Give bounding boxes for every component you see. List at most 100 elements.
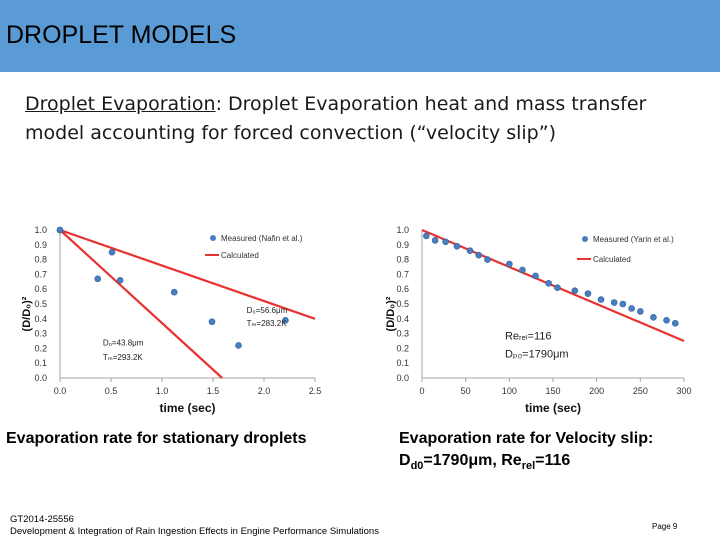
x-tick-label: 150 [545, 386, 560, 396]
measured-point [453, 242, 461, 250]
legend-label-measured: Measured (Yarin et al.) [593, 235, 674, 244]
y-tick-label: 0.6 [396, 284, 409, 294]
y-tick-label: 0.4 [34, 314, 47, 324]
y-tick-label: 0.1 [396, 358, 409, 368]
legend-marker-measured [210, 235, 216, 241]
velocity-slip-chart: 0.0 0.1 0.2 0.3 0.4 0.5 0.6 0.7 0.8 0.9 1.0 0 50 100 1… [385, 225, 692, 415]
y-tick-label: 0.2 [396, 343, 409, 353]
y-tick-label: 0.8 [396, 255, 409, 265]
x-tick-label: 300 [676, 386, 691, 396]
caption-velocity-slip-line1: Evaporation rate for Velocity slip: [399, 430, 654, 447]
x-tick-label: 50 [461, 386, 471, 396]
chart-annotation: Tₘ=293.2K [103, 353, 144, 362]
legend-label-calculated: Calculated [593, 255, 631, 264]
y-axis-label: (D/D₀)² [21, 296, 33, 331]
calculated-line [59, 228, 316, 320]
x-axis-label: time (sec) [525, 401, 581, 415]
chart-annotation: Tₘ=283.2K [247, 319, 288, 328]
measured-point [650, 314, 657, 321]
measured-point [235, 342, 242, 349]
y-tick-label: 0.2 [34, 343, 47, 353]
footer-code: GT2014-25556 [10, 514, 74, 525]
measured-point [431, 237, 439, 244]
calculated-line [421, 228, 685, 343]
measured-point [671, 319, 679, 327]
x-tick-label: 2.5 [309, 386, 322, 396]
caption-dd0-sub: d0 [410, 460, 424, 473]
footer: GT2014-25556 Development & Integration o… [10, 514, 379, 538]
y-tick-label: 0.7 [34, 269, 47, 279]
x-tick-label: 1.0 [156, 386, 169, 396]
measured-point [108, 248, 116, 256]
measured-point [597, 296, 605, 303]
x-tick-label: 2.0 [258, 386, 271, 396]
caption-stationary-text: Evaporation rate for stationary droplets [6, 430, 307, 447]
measured-point [619, 300, 627, 308]
measured-point [637, 308, 644, 315]
caption-dd0: D [399, 452, 411, 469]
legend-label-calculated: Calculated [221, 251, 259, 260]
y-tick-label: 0.7 [396, 269, 409, 279]
calculated-line [59, 229, 223, 379]
intro-label: Droplet Evaporation [25, 93, 216, 115]
title-bar: DROPLET MODELS [0, 0, 720, 72]
y-tick-label: 1.0 [34, 225, 47, 235]
caption-mid: =1790μm, Re [423, 452, 522, 469]
y-tick-label: 0.4 [396, 314, 409, 324]
chart-annotation: D₀=56.6μm [247, 306, 288, 315]
measured-point [484, 256, 491, 263]
chart-annotation: Dₚ₀=1790μm [505, 348, 569, 360]
y-tick-label: 0.1 [34, 358, 47, 368]
measured-point [610, 299, 618, 306]
y-tick-label: 0.9 [34, 240, 47, 250]
measured-point [208, 318, 216, 326]
measured-point [475, 251, 483, 259]
y-tick-label: 0.5 [34, 299, 47, 309]
caption-stationary: Evaporation rate for stationary droplets [6, 428, 307, 450]
stationary-droplet-chart: 0.0 0.1 0.2 0.3 0.4 0.5 0.6 0.7 0.8 0.9 1.0 0.0 0.5 1… [21, 225, 322, 415]
page-number: Page 9 [652, 522, 678, 531]
y-tick-label: 0.0 [396, 373, 409, 383]
measured-point [442, 238, 449, 246]
footer-title: Development & Integration of Rain Ingest… [10, 526, 379, 537]
chart-annotation: Reᵣₑₗ=116 [505, 331, 552, 343]
x-tick-label: 0.0 [54, 386, 67, 396]
y-tick-label: 0.3 [396, 329, 409, 339]
measured-point [532, 272, 539, 280]
caption-end: =116 [535, 452, 571, 469]
measured-point [170, 288, 178, 296]
measured-point [94, 275, 102, 283]
x-tick-label: 0.5 [105, 386, 118, 396]
measured-point [116, 277, 124, 284]
measured-point [423, 232, 430, 240]
y-tick-label: 0.9 [396, 240, 409, 250]
y-tick-label: 0.8 [34, 255, 47, 265]
legend-marker-measured [582, 236, 588, 242]
x-axis-label: time (sec) [159, 401, 215, 415]
measured-point [554, 284, 561, 292]
caption-rel-sub: rel [521, 460, 536, 473]
y-tick-label: 1.0 [396, 225, 409, 235]
caption-velocity-slip-line2: Dd0=1790μm, Rerel=116 [399, 450, 653, 477]
measured-point [628, 305, 635, 312]
measured-point [545, 279, 552, 287]
page-title: DROPLET MODELS [6, 21, 237, 49]
intro-paragraph: Droplet Evaporation: Droplet Evaporation… [25, 90, 705, 148]
y-tick-label: 0.5 [396, 299, 409, 309]
chart-annotation: D₀=43.8μm [103, 338, 144, 347]
measured-point [519, 266, 526, 274]
measured-point [663, 316, 670, 324]
x-tick-label: 1.5 [207, 386, 220, 396]
x-tick-label: 100 [502, 386, 517, 396]
measured-point [571, 287, 579, 294]
measured-point [466, 247, 474, 255]
y-axis-label: (D/D₀)² [385, 296, 397, 331]
intro-text: : Droplet Evaporation heat and mass tran… [25, 93, 647, 144]
measured-point [282, 316, 289, 324]
y-tick-label: 0.3 [34, 329, 47, 339]
caption-velocity-slip: Evaporation rate for Velocity slip: Dd0=… [399, 428, 653, 477]
measured-point [584, 290, 592, 297]
measured-point [506, 260, 513, 268]
y-tick-label: 0.0 [34, 373, 47, 383]
x-tick-label: 250 [633, 386, 648, 396]
